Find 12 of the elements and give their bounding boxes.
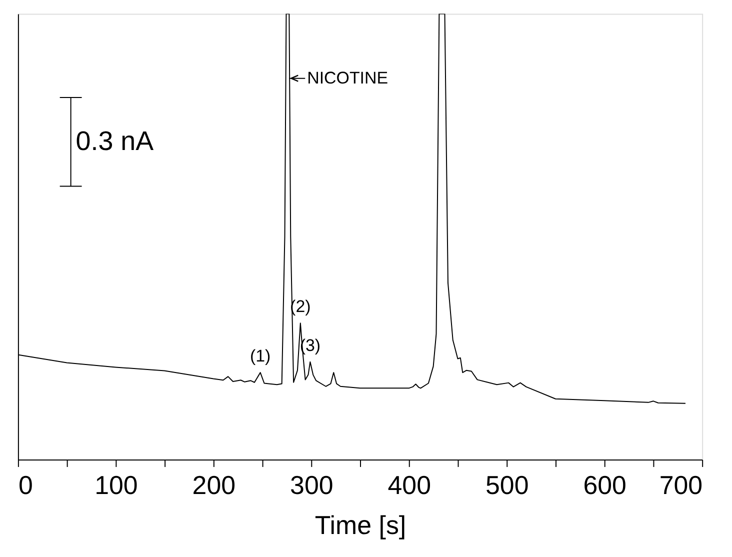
x-tick-label: 300 xyxy=(290,472,334,500)
x-tick-label: 600 xyxy=(583,472,626,500)
x-tick-label: 0 xyxy=(18,472,33,500)
x-tick-label: 500 xyxy=(485,472,529,500)
annotation: 0.3 nA xyxy=(76,126,154,156)
annotation: NICOTINE xyxy=(307,68,388,88)
x-tick-label: 400 xyxy=(388,472,431,500)
x-tick-label: 100 xyxy=(94,472,138,500)
x-tick-label: 700 xyxy=(659,472,703,500)
x-axis-title: Time [s] xyxy=(314,512,406,540)
annotation: (1) xyxy=(250,346,271,366)
x-tick-label: 200 xyxy=(192,472,236,500)
